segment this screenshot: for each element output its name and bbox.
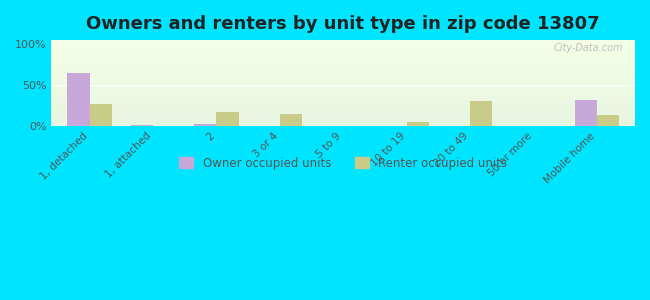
Text: City-Data.com: City-Data.com <box>554 43 623 53</box>
Bar <box>575 100 597 126</box>
Legend: Owner occupied units, Renter occupied units: Owner occupied units, Renter occupied un… <box>173 151 514 175</box>
Bar <box>216 112 239 126</box>
Bar <box>194 124 216 126</box>
Title: Owners and renters by unit type in zip code 13807: Owners and renters by unit type in zip c… <box>86 15 600 33</box>
Bar <box>131 125 153 126</box>
Bar <box>68 73 90 126</box>
Bar <box>90 104 112 126</box>
Bar <box>470 101 492 126</box>
Bar <box>407 122 429 126</box>
Bar <box>597 115 619 126</box>
Bar <box>280 113 302 126</box>
